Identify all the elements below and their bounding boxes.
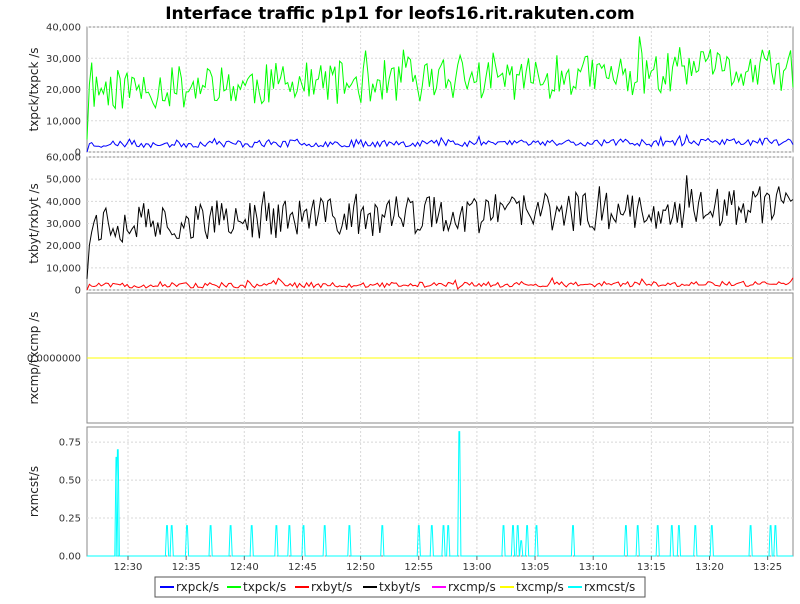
panel-1-ylabel: txpck/txpck /s (27, 47, 41, 131)
legend-box (154, 576, 646, 598)
x-tick-label: 12:50 (346, 562, 375, 573)
panel-2-ytick-label: 40,000 (46, 197, 81, 208)
x-tick-label: 12:35 (172, 562, 201, 573)
panel-1-ytick-label: 0 (75, 148, 81, 159)
panel-2-ytick-label: 0 (75, 286, 81, 297)
x-tick-label: 13:25 (753, 562, 782, 573)
x-tick-label: 13:00 (462, 562, 491, 573)
panel-1-ytick-label: 20,000 (46, 85, 81, 96)
series-line-rxbyt-s (86, 276, 794, 291)
legend-label-rxmcst: rxmcst/s (584, 580, 635, 594)
panel-2-ytick-label: 30,000 (46, 219, 81, 230)
legend-label-rxbyt: rxbyt/s (311, 580, 352, 594)
chart-title: Interface traffic p1p1 for leofs16.rit.r… (165, 4, 635, 24)
panel-4-ytick-label: 0.25 (59, 514, 81, 525)
series-line-txpck-s (86, 36, 794, 140)
panel-3-ylabel: rxcmp/txcmp /s (27, 311, 41, 404)
panel-2-ytick-label: 10,000 (46, 263, 81, 274)
panel-1-ytick-label: 40,000 (46, 23, 81, 34)
panel-4-ylabel: rxmcst/s (27, 466, 41, 517)
panel-3-ytick-label: 0.0000000 (27, 354, 81, 365)
panel-2-ytick-label: 20,000 (46, 241, 81, 252)
panel-1-ytick-label: 10,000 (46, 116, 81, 127)
x-tick-label: 13:10 (579, 562, 608, 573)
x-tick-label: 12:55 (404, 562, 433, 573)
panel-4-ytick-label: 0.50 (59, 476, 81, 487)
x-tick-label: 13:15 (637, 562, 666, 573)
legend-label-txcmp: txcmp/s (516, 580, 564, 594)
x-tick-label: 12:40 (230, 562, 259, 573)
panel-1-ytick-label: 30,000 (46, 54, 81, 65)
panel-4-ytick-label: 0.75 (59, 438, 81, 449)
legend-label-txbyt: txbyt/s (379, 580, 421, 594)
panel-2-ytick-label: 60,000 (46, 153, 81, 164)
x-tick-label: 12:30 (114, 562, 143, 573)
series-line-rxpck-s (86, 133, 794, 153)
legend-label-rxcmp: rxcmp/s (448, 580, 496, 594)
x-tick-label: 13:20 (695, 562, 724, 573)
legend-label-rxpck: rxpck/s (176, 580, 219, 594)
panel-4-frame (86, 426, 794, 557)
legend-label-txpck: txpck/s (243, 580, 286, 594)
x-tick-label: 13:05 (521, 562, 550, 573)
panel-2-ylabel: txbyt/rxbyt /s (27, 183, 41, 264)
panel-4-ytick-label: 0.00 (59, 552, 81, 563)
panel-2-ytick-label: 50,000 (46, 175, 81, 186)
series-line-txbyt-s (86, 175, 794, 279)
series-line-rxmcst-s (87, 431, 793, 557)
x-tick-label: 12:45 (288, 562, 317, 573)
